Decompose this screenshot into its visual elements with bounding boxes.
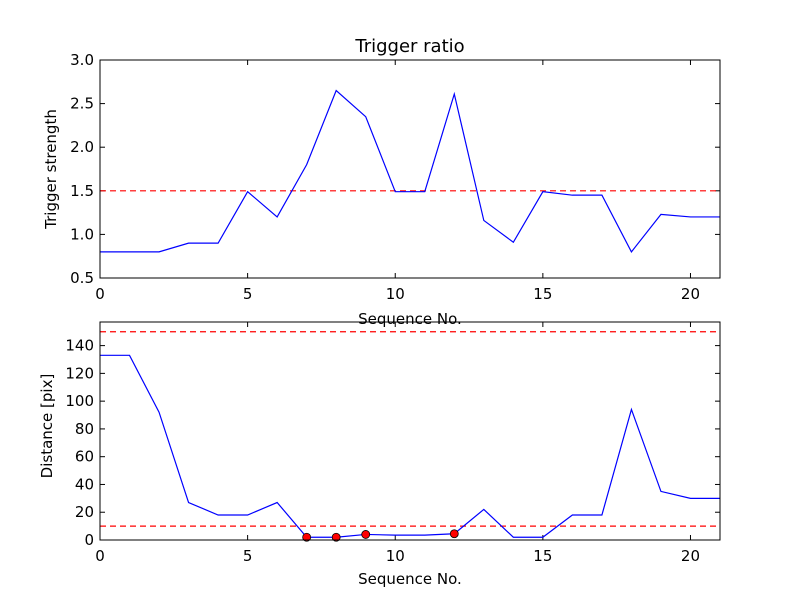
trigger-ratio-ylabel: Trigger strength (42, 109, 60, 230)
trigger-ratio-xtick-label: 20 (681, 285, 700, 303)
distance-xtick-label: 0 (95, 547, 105, 565)
distance-series-line (100, 354, 720, 538)
distance-marker-point (302, 532, 312, 542)
distance-ytick-label: 20 (75, 503, 94, 521)
trigger-ratio-xtick-label: 15 (533, 285, 552, 303)
distance-ytick-label: 120 (65, 364, 94, 382)
trigger-ratio-ytick-label: 2.0 (70, 138, 94, 156)
trigger-ratio-ytick-label: 1.0 (70, 225, 94, 243)
trigger-ratio-xtick-label: 10 (386, 285, 405, 303)
distance-ytick-label: 80 (75, 420, 94, 438)
distance-ytick-label: 60 (75, 448, 94, 466)
distance-ticks: 0 5 10 15 20 0 20 40 60 80 100 120 140 (65, 322, 720, 565)
trigger-ratio-title: Trigger ratio (354, 36, 464, 57)
trigger-ratio-ticks: 0 5 10 15 20 0.5 1.0 1.5 2.0 2.5 3.0 (70, 51, 720, 303)
trigger-ratio-series (100, 89, 720, 253)
trigger-ratio-axes-frame (99, 59, 721, 279)
distance-ytick-label: 0 (84, 531, 94, 549)
distance-ytick-label: 40 (75, 475, 94, 493)
distance-marker-point (331, 532, 341, 542)
distance-ytick-label: 100 (65, 392, 94, 410)
distance-markers (302, 529, 459, 542)
distance-xtick-label: 5 (243, 547, 253, 565)
trigger-ratio-ytick-label: 0.5 (70, 269, 94, 287)
trigger-ratio-series-line (100, 89, 720, 253)
trigger-ratio-subplot: 0 5 10 15 20 0.5 1.0 1.5 2.0 2.5 3.0 Trigger ratio… (42, 36, 721, 328)
trigger-ratio-ytick-label: 3.0 (70, 51, 94, 69)
distance-reference-lines (100, 331, 720, 527)
trigger-ratio-ytick-label: 2.5 (70, 95, 94, 113)
trigger-ratio-xtick-label: 5 (243, 285, 253, 303)
trigger-ratio-xlabel: Sequence No. (358, 310, 462, 328)
distance-xlabel: Sequence No. (358, 570, 462, 588)
distance-xtick-label: 10 (386, 547, 405, 565)
distance-xtick-label: 15 (533, 547, 552, 565)
distance-marker-point (449, 529, 459, 539)
distance-axes-frame (99, 321, 721, 541)
distance-ytick-label: 140 (65, 337, 94, 355)
trigger-ratio-xtick-label: 0 (95, 285, 105, 303)
distance-ylabel: Distance [pix] (38, 374, 56, 479)
distance-marker-point (361, 530, 371, 539)
distance-xtick-label: 20 (681, 547, 700, 565)
trigger-ratio-ytick-label: 1.5 (70, 182, 94, 200)
distance-series (100, 354, 720, 538)
